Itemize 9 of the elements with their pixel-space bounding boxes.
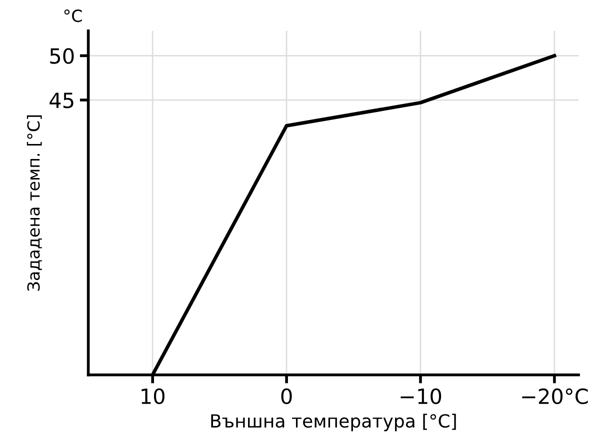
x-axis-title: Външна температура [°C] [211,414,456,432]
x-tick-label: 0 [281,388,292,404]
y-tick-label: 45 [50,92,74,108]
x-tick-label: −10 [400,388,442,404]
y-axis-title: Зададена темп. [°C] [26,115,42,291]
x-tick-label: −20°C [522,388,588,404]
y-tick-label: 50 [50,48,74,64]
x-tick-label: 10 [142,388,164,404]
text: °C [64,9,82,22]
